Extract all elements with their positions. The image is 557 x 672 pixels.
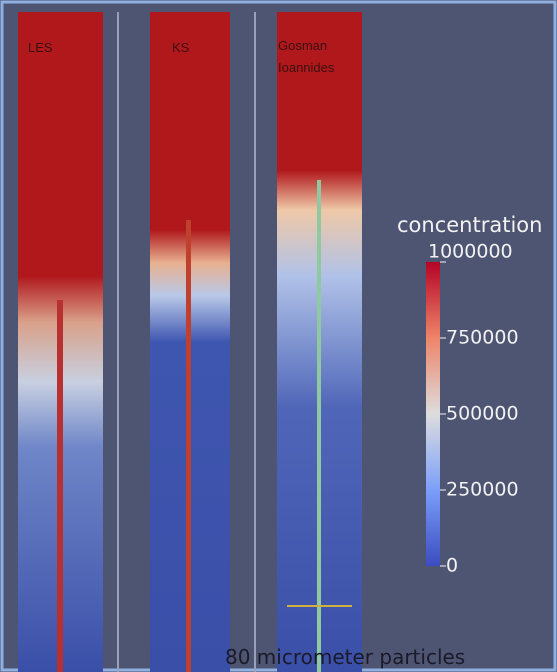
colorbar-title: concentration: [397, 213, 542, 237]
colorbar-tick-label: 1000000: [428, 241, 513, 263]
panel-label: Ioannides: [278, 60, 335, 75]
colorbar-tick-label: 500000: [446, 403, 519, 425]
page: {"panels": [{"label": "LES"}, {"label": …: [0, 0, 557, 672]
panel-label: LES: [28, 40, 53, 55]
colorbar-tick-label: 0: [446, 555, 458, 577]
colorbar-tick-label: 750000: [446, 327, 519, 349]
jet-core: [186, 220, 191, 672]
colorbar: [426, 262, 440, 566]
caption: 80 micrometer particles: [225, 645, 465, 669]
jet-core: [317, 180, 321, 672]
colorbar-tick-label: 250000: [446, 479, 519, 501]
jet-core: [57, 300, 63, 672]
figure: LES KS Gosman Ioannides concentration 80…: [0, 0, 557, 672]
panel-label: Gosman: [278, 38, 327, 53]
panel-label: KS: [172, 40, 190, 55]
